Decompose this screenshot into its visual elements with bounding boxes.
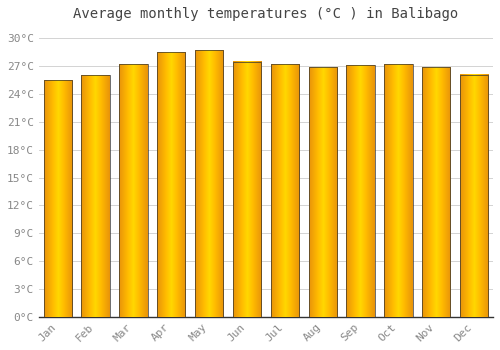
Bar [82,76,110,317]
Bar [195,50,224,317]
Bar [270,64,299,317]
Bar [44,80,72,317]
Title: Average monthly temperatures (°C ) in Balibago: Average monthly temperatures (°C ) in Ba… [74,7,458,21]
Bar [384,64,412,317]
Bar [119,64,148,317]
Bar [233,62,261,317]
Bar [422,67,450,317]
Bar [460,75,488,317]
Bar [308,67,337,317]
Bar [157,52,186,317]
Bar [346,65,375,317]
